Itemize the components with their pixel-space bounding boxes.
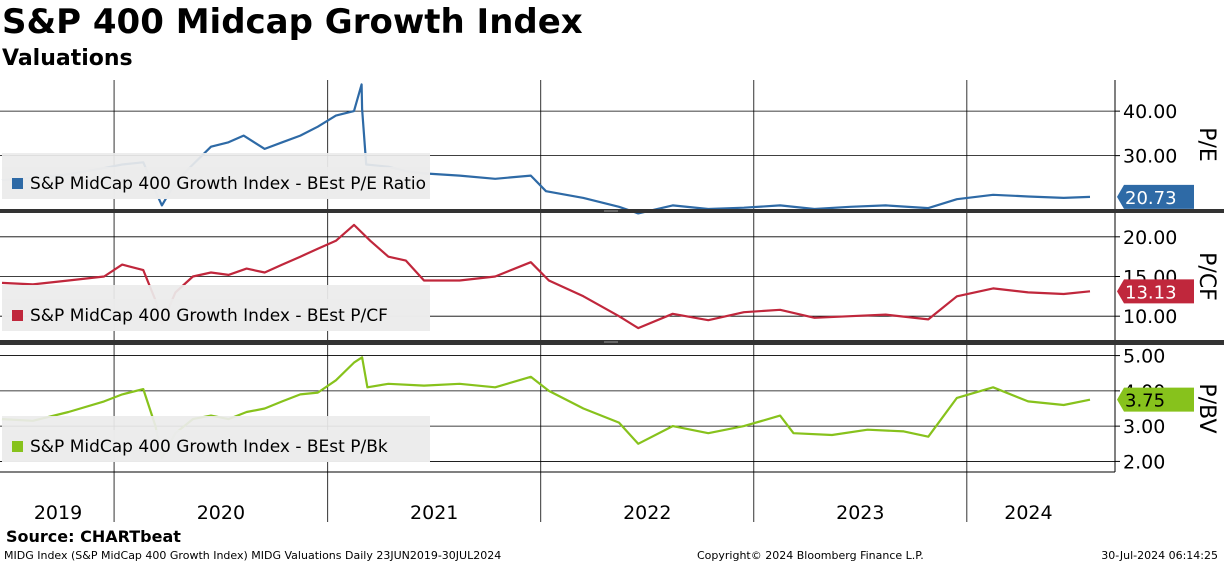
legend-label: S&P MidCap 400 Growth Index - BEst P/E R… xyxy=(30,174,426,194)
legend-label: S&P MidCap 400 Growth Index - BEst P/Bk xyxy=(30,437,388,457)
year-label: 2019 xyxy=(34,502,82,524)
last-value-label: 13.13 xyxy=(1125,282,1177,303)
tick-label: 10.00 xyxy=(1123,306,1177,328)
panel-pbv: S&P MidCap 400 Growth Index - BEst P/Bk 2… xyxy=(0,345,1219,473)
legend-overlay xyxy=(2,430,430,462)
legend-swatch xyxy=(12,310,23,321)
tick-label: 2.00 xyxy=(1123,451,1165,473)
page-subtitle: Valuations xyxy=(2,46,133,71)
source-label: Source: CHARTbeat xyxy=(6,527,181,546)
last-value-badge xyxy=(1117,387,1194,412)
year-label: 2024 xyxy=(1004,502,1052,524)
tick-label: 40.00 xyxy=(1123,101,1177,123)
tick-label: 30.00 xyxy=(1123,146,1177,168)
page-title: S&P 400 Midcap Growth Index xyxy=(2,2,583,42)
last-value-badge xyxy=(1117,184,1194,209)
legend-pcf: S&P MidCap 400 Growth Index - BEst P/CF xyxy=(2,285,430,331)
legend-label: S&P MidCap 400 Growth Index - BEst P/CF xyxy=(30,306,388,326)
legend-pe: S&P MidCap 400 Growth Index - BEst P/E R… xyxy=(2,153,430,199)
year-label: 2022 xyxy=(623,502,671,524)
footer-description: MIDG Index (S&P MidCap 400 Growth Index)… xyxy=(4,549,502,562)
axis-title: P/E xyxy=(1194,127,1219,162)
tick-label: 5.00 xyxy=(1123,346,1165,368)
legend-overlay xyxy=(2,299,430,331)
legend-overlay xyxy=(2,167,430,199)
year-label: 2020 xyxy=(197,502,245,524)
last-value-label: 20.73 xyxy=(1125,188,1177,209)
panel-pcf: S&P MidCap 400 Growth Index - BEst P/CF 1… xyxy=(0,213,1219,340)
axis-title: P/CF xyxy=(1194,252,1219,301)
footer-timestamp: 30-Jul-2024 06:14:25 xyxy=(1101,549,1218,562)
legend-pbv: S&P MidCap 400 Growth Index - BEst P/Bk xyxy=(2,416,430,462)
footer-copyright: Copyright© 2024 Bloomberg Finance L.P. xyxy=(697,549,924,562)
legend-swatch xyxy=(12,178,23,189)
tick-label: 3.00 xyxy=(1123,416,1165,438)
tick-label: 20.00 xyxy=(1123,227,1177,249)
last-value-label: 3.75 xyxy=(1125,391,1165,412)
axis-title: P/BV xyxy=(1194,383,1219,433)
panel-pe: S&P MidCap 400 Growth Index - BEst P/E R… xyxy=(0,80,1219,215)
legend-swatch xyxy=(12,441,23,452)
last-value-badge xyxy=(1117,279,1194,304)
year-label: 2023 xyxy=(836,502,884,524)
year-label: 2021 xyxy=(410,502,458,524)
